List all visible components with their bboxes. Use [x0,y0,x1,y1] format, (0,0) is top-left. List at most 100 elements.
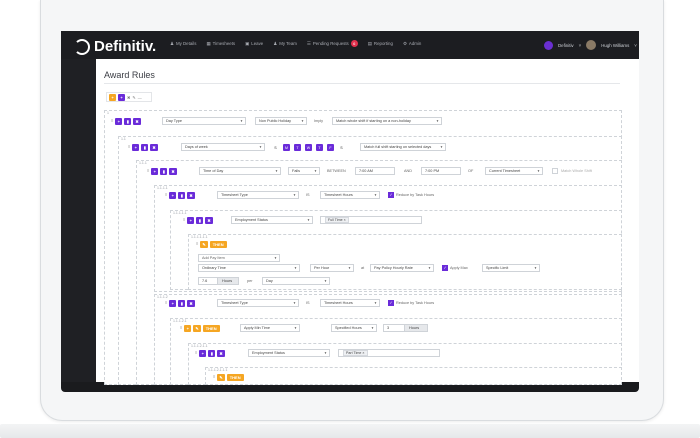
copy-button[interactable]: ▮ [141,144,149,151]
edit-button[interactable]: ✎ [217,374,225,381]
delete-button[interactable]: ✖ [205,217,213,224]
pending-badge: 6 [350,40,358,47]
action-select[interactable]: Apply Min Time ▼ [240,324,300,332]
add-condition-button[interactable]: + [199,350,207,357]
limit-select[interactable]: Specific Limit ▼ [482,264,540,272]
collapse-icon[interactable]: — [137,94,142,100]
copy-button[interactable]: ▮ [178,300,186,307]
and-label: AND [404,169,413,173]
apply-max-checkbox[interactable] [442,265,448,271]
add-child-button[interactable]: + [118,93,125,101]
condition-type-select[interactable]: Timesheet Type ▼ [217,191,299,199]
start-time-input[interactable]: 7:00 AM [355,167,395,175]
pay-item-type-select[interactable]: Ordinary Time ▼ [198,264,300,272]
timesheet-type-select[interactable]: Timesheet Hours ▼ [320,299,380,307]
add-pay-item-select[interactable]: Add Pay Item ▼ [198,254,280,262]
day-sunday[interactable]: S [272,144,279,151]
drag-handle-icon[interactable]: ≡ [183,217,186,222]
day-monday[interactable]: M [283,144,290,151]
drag-handle-icon[interactable]: ≡ [111,118,114,123]
day-friday[interactable]: F [327,144,334,151]
condition-type-select[interactable]: Employment Status ▼ [231,216,313,224]
condition-type-select[interactable]: Day Type ▼ [162,117,246,125]
nav-leave[interactable]: ▣ Leave [245,40,264,47]
account-nav: Definitiv ˅ Hugh Williams ˅ [544,40,637,50]
nav-timesheets[interactable]: ▦ Timesheets [206,40,236,47]
add-condition-button[interactable]: + [169,192,177,199]
quantity-input[interactable]: 7.6 [198,277,218,285]
condition-type-select[interactable]: Timesheet Type ▼ [217,299,299,307]
is-label: IS [306,301,310,305]
then-badge: THEN [226,374,244,381]
day-saturday[interactable]: S [338,144,345,151]
condition-type-select[interactable]: Time of Day ▼ [199,167,281,175]
drag-handle-icon[interactable]: ≡ [180,325,183,330]
nav-pending-requests[interactable]: ☰ Pending Requests 6 [307,40,358,47]
day-wednesday[interactable]: W [305,144,312,151]
end-time-input[interactable]: 7:00 PM [421,167,461,175]
drag-handle-icon[interactable]: ≡ [147,168,150,173]
edit-button[interactable]: ✎ [193,325,201,332]
delete-icon[interactable]: ✖ [127,94,131,100]
day-type-select[interactable]: Non Public Holiday ▼ [255,117,307,125]
drag-handle-icon[interactable]: ≡ [165,300,168,305]
match-behavior-select[interactable]: Match whole shift if starting on a non-h… [332,117,442,125]
delete-button[interactable]: ✖ [169,168,177,175]
top-navbar [61,31,639,59]
rule-actions: ≡ + ▮ ✖ [183,217,213,224]
timesheet-type-select[interactable]: Timesheet Hours ▼ [320,191,380,199]
day-thursday[interactable]: T [316,144,323,151]
nav-my-team[interactable]: ♟ My Team [273,40,297,47]
drag-handle-icon[interactable]: ≡ [196,241,199,246]
rules-toolbar: + + ✖ ✎ — [106,92,152,102]
brand-logo[interactable]: Definitiv. [74,38,156,55]
reduce-task-hours-label: Reduce by Task Hours [396,301,435,305]
delete-button[interactable]: ✖ [133,118,141,125]
copy-button[interactable]: ▮ [160,168,168,175]
employment-status-tags[interactable]: Part Time × [338,349,440,357]
drag-handle-icon[interactable]: ≡ [128,144,131,149]
copy-button[interactable]: ▮ [178,192,186,199]
add-condition-button[interactable]: + [132,144,140,151]
delete-button[interactable]: ✖ [187,300,195,307]
delete-button[interactable]: ✖ [150,144,158,151]
day-tuesday[interactable]: T [294,144,301,151]
add-button[interactable]: + [109,93,116,101]
reduce-task-hours-checkbox[interactable] [388,192,394,198]
match-behavior-select[interactable]: Match full shift starting on selected da… [360,143,446,151]
quantity-input[interactable]: 3 [383,324,405,332]
org-switcher[interactable]: Definitiv [558,42,574,48]
timesheet-scope-select[interactable]: Current Timesheet ▼ [485,167,543,175]
edit-icon[interactable]: ✎ [132,94,136,100]
add-condition-button[interactable]: + [169,300,177,307]
condition-type-select[interactable]: Days of week ▼ [181,143,265,151]
copy-button[interactable]: ▮ [124,118,132,125]
add-condition-button[interactable]: + [115,118,123,125]
nav-my-details[interactable]: ♟ My Details [170,40,197,47]
period-select[interactable]: Day ▼ [262,277,330,285]
drag-handle-icon[interactable]: ≡ [165,192,168,197]
copy-button[interactable]: ▮ [196,217,204,224]
nav-reporting[interactable]: ▤ Reporting [367,40,393,47]
min-time-spec-select[interactable]: Specified Hours ▼ [331,324,377,332]
match-whole-shift-checkbox[interactable] [552,168,558,174]
copy-button[interactable]: ▮ [208,350,216,357]
drag-handle-icon[interactable]: ≡ [195,350,198,355]
tag: Full Time × [325,217,349,223]
drag-handle-icon[interactable]: ≡ [213,374,216,379]
add-condition-button[interactable]: + [187,217,195,224]
add-button[interactable]: + [184,325,192,332]
delete-button[interactable]: ✖ [187,192,195,199]
condition-type-select[interactable]: Employment Status ▼ [248,349,330,357]
edit-button[interactable]: ✎ [200,241,208,248]
time-operator-select[interactable]: Falls ▼ [288,167,320,175]
rule-actions: ≡ + ▮ ✖ [128,144,158,151]
employment-status-tags[interactable]: Full Time × [320,216,422,224]
nav-admin[interactable]: ⚙ Admin [402,40,422,47]
unit-select[interactable]: Per Hour ▼ [310,264,354,272]
user-menu[interactable]: Hugh Williams [601,42,630,48]
add-condition-button[interactable]: + [151,168,159,175]
rate-select[interactable]: Pay Policy Hourly Rate ▼ [370,264,434,272]
delete-button[interactable]: ✖ [217,350,225,357]
reduce-task-hours-checkbox[interactable] [388,300,394,306]
